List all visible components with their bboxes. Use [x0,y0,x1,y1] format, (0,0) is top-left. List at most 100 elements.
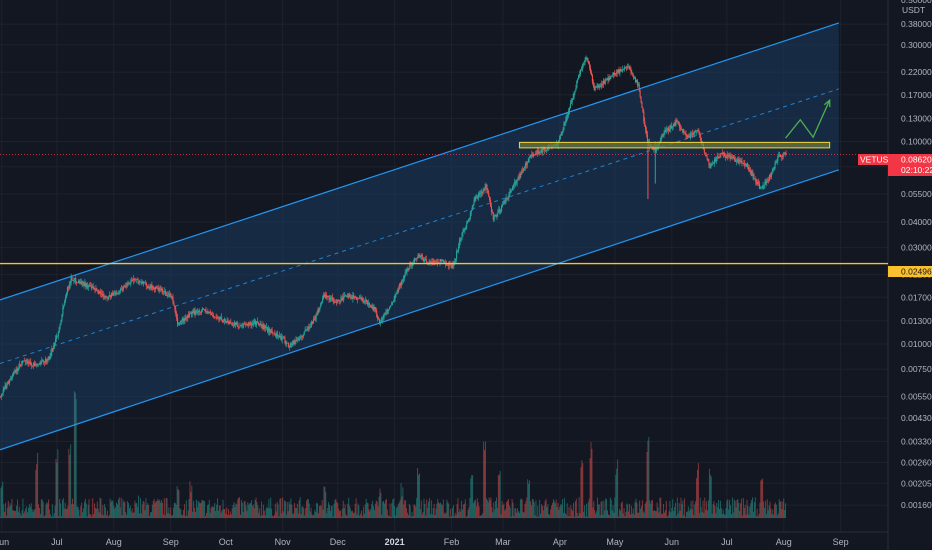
volume-bar [20,515,22,519]
regression-channel[interactable] [0,22,840,451]
volume-bar [322,509,324,519]
candle-body [124,285,126,287]
volume-bar [314,509,316,519]
drawings[interactable] [0,98,888,265]
candle-body [389,306,391,310]
candle-body [482,189,484,193]
candle-body [770,172,772,178]
volume-bar [433,504,435,519]
volume-bar [287,511,289,519]
candle-body [240,325,242,326]
candle-body [309,327,311,328]
candle-body [516,179,518,183]
volume-bar [107,516,109,519]
candle-body [409,264,411,270]
volume-bar [466,515,468,519]
candle-body [722,152,724,155]
candle-body [362,300,364,302]
candle-body [374,307,376,310]
candle-body [177,324,180,326]
candle-body [286,342,288,344]
candle-body [623,67,626,70]
volume-bar [418,473,420,519]
volume-bar [726,500,728,519]
candle-body [300,336,303,337]
candle-body [357,298,359,300]
time-tick-label: Feb [444,537,460,547]
candle-body [574,90,576,93]
volume-bar [342,500,344,519]
candle-body [176,314,178,318]
candle-body [487,189,489,193]
candle-body [454,261,456,262]
volume-bar [411,512,413,519]
volume-bar [307,499,309,519]
candle-body [472,205,474,208]
volume-bar [37,452,39,519]
volume-bar [176,486,178,519]
volume-bar [684,498,686,519]
volume-bar [464,499,466,519]
volume-bar [764,507,765,519]
candle-body [587,58,589,62]
volume-bar [361,510,363,519]
candle-body [187,314,189,319]
volume-bar [166,498,168,519]
candle-body [311,321,313,327]
volume-bar [495,501,497,519]
volume-bar [518,511,519,519]
candle-body [690,133,693,135]
candle-body [730,156,732,159]
volume-bar [442,499,444,519]
candle-body [168,293,170,295]
volume-bar [652,500,653,519]
candle-body [500,205,503,212]
volume-bar [295,508,297,519]
candle-body [298,337,300,340]
candle-body [450,264,452,268]
volume-bar [389,503,391,519]
candle-body [582,62,584,66]
volume-bar [194,507,196,519]
candle-body [288,346,291,348]
candle-body [419,255,421,257]
volume-bar [159,499,161,519]
candle-body [372,306,374,310]
volume-bar [719,500,721,519]
time-axis[interactable]: JunJulAugSepOctNovDec2021FebMarAprMayJun… [0,537,849,547]
volume-bar [479,516,481,519]
candle-body [684,132,686,134]
volume-bar [272,515,274,519]
candle-body [338,299,340,301]
candle-body [388,309,390,312]
volume-bar [124,501,126,519]
volume-bar [782,501,784,519]
volume-bar [105,507,106,519]
candle-body [148,286,150,289]
candle-body [725,157,727,159]
volume-bar [52,516,54,519]
candle-body [714,159,716,162]
volume-bar [690,500,692,519]
volume-bar [520,498,522,519]
volume-bar [659,498,661,519]
volume-bar [82,512,84,519]
volume-bar [407,512,408,519]
volume-bar [189,481,191,519]
volume-bar [412,516,414,519]
volume-bar [169,514,171,519]
candle-body [349,294,351,298]
candle-body [53,345,55,349]
price-tick-label: 0.05500 [901,189,932,199]
volume-bar [249,503,251,519]
candle-body [113,293,115,294]
candle-body [144,282,147,284]
candle-body [612,72,615,76]
level-tag-bg [888,266,932,277]
volume-bar [701,512,703,519]
candle-body [579,73,581,76]
volume-bar [574,516,575,519]
candle-body [194,310,196,315]
volume-bar [245,505,247,519]
